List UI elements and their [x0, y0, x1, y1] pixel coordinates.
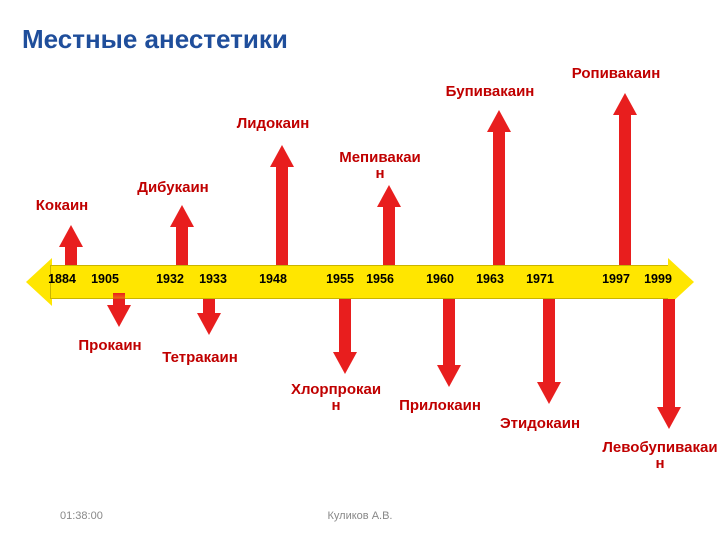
year-1905: 1905 [91, 272, 119, 286]
drug-label-прокаин: Прокаин [78, 338, 141, 354]
year-1948: 1948 [259, 272, 287, 286]
drug-label-этидокаин: Этидокаин [500, 416, 580, 432]
year-1884: 1884 [48, 272, 76, 286]
year-1932: 1932 [156, 272, 184, 286]
year-1999: 1999 [644, 272, 672, 286]
year-1960: 1960 [426, 272, 454, 286]
drug-label-левобупивакаин: Левобупивакаи н [602, 440, 717, 472]
drug-label-лидокаин: Лидокаин [237, 116, 310, 132]
slide: { "title": "Местные анестетики", "timest… [0, 0, 720, 540]
drug-label-ропивакаин: Ропивакаин [572, 66, 661, 82]
page-title: Местные анестетики [22, 24, 288, 55]
drug-label-тетракаин: Тетракаин [162, 350, 238, 366]
drug-label-прилокаин: Прилокаин [399, 398, 481, 414]
year-1971: 1971 [526, 272, 554, 286]
year-1997: 1997 [602, 272, 630, 286]
year-1955: 1955 [326, 272, 354, 286]
drug-label-хлорпрокаин: Хлорпрокаи н [291, 382, 381, 414]
author-label: Куликов А.В. [0, 510, 720, 522]
drug-label-кокаин: Кокаин [36, 198, 88, 214]
year-1963: 1963 [476, 272, 504, 286]
year-1933: 1933 [199, 272, 227, 286]
drug-label-мепивакаин: Мепивакаи н [339, 150, 421, 182]
drug-label-дибукаин: Дибукаин [137, 180, 208, 196]
drug-label-бупивакаин: Бупивакаин [446, 84, 535, 100]
year-1956: 1956 [366, 272, 394, 286]
timeline-years: 1884 1905 1932 1933 1948 1955 1956 1960 1963 1971… [0, 265, 720, 299]
